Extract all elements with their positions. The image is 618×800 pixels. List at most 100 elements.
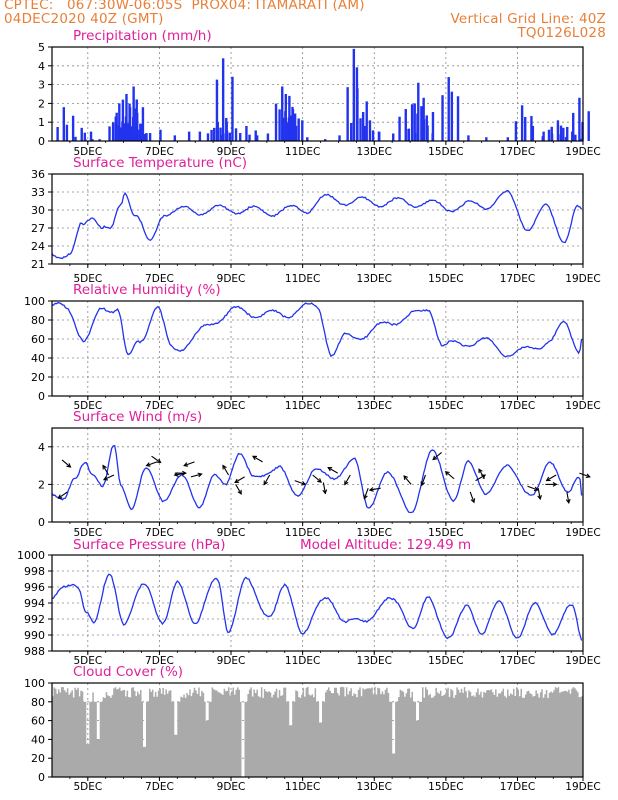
wind-arrowhead <box>252 455 258 461</box>
wind-vector <box>151 455 161 463</box>
x-tick-label: 9DEC <box>217 655 246 667</box>
precip-bar <box>506 137 510 141</box>
y-tick-label: 0 <box>38 390 45 403</box>
precip-bar <box>133 133 136 141</box>
y-tick-label: 80 <box>31 696 45 709</box>
wind-arrowhead <box>344 480 349 486</box>
wind-arrowhead <box>368 487 374 492</box>
wind-title: Surface Wind (m/s) <box>73 409 203 425</box>
wind-vector <box>344 474 351 485</box>
precip-bar <box>206 133 210 141</box>
precip-bar <box>441 95 444 141</box>
precip-bar <box>234 128 238 141</box>
y-tick-label: 3 <box>38 79 45 92</box>
header-grid-note: Vertical Grid Line: 40Z <box>450 11 606 27</box>
y-tick-label: 24 <box>31 240 45 253</box>
precip-bar <box>91 139 94 141</box>
y-tick-label: 80 <box>31 314 45 327</box>
wind-arrowhead <box>420 481 426 487</box>
precip-bar <box>556 120 560 141</box>
y-tick-label: 4 <box>38 60 45 73</box>
wind-vector <box>235 484 242 495</box>
wind-arrowhead <box>301 481 307 486</box>
precip-bar <box>294 125 298 141</box>
precip-bar <box>108 126 111 141</box>
y-tick-label: 60 <box>31 715 45 728</box>
wind-vector <box>537 488 541 500</box>
precip-bar <box>118 103 121 141</box>
model-altitude: Model Altitude: 129.49 m <box>300 537 472 553</box>
precip-bar <box>119 127 122 141</box>
x-tick-label: 11DEC <box>285 400 320 412</box>
wind-vector <box>478 468 486 480</box>
precip-bar <box>407 129 410 141</box>
wind-vector <box>190 473 202 478</box>
precip-bar <box>98 139 101 141</box>
precip-bar <box>136 112 139 141</box>
pressure-line <box>51 573 583 641</box>
x-tick-label: 17DEC <box>500 146 535 158</box>
wind-vector <box>252 455 263 463</box>
x-tick-label: 5DEC <box>73 400 102 412</box>
precip-bar <box>219 127 222 141</box>
wind-vector <box>566 491 570 503</box>
wind-arrowhead <box>533 486 539 492</box>
x-tick-label: 17DEC <box>500 655 535 667</box>
precip-bar <box>541 136 544 141</box>
precip-bar <box>89 131 93 141</box>
x-tick-label: 7DEC <box>145 273 174 285</box>
precip-bar <box>572 112 575 141</box>
cloud-cover-bars <box>52 686 584 777</box>
y-tick-label: 100 <box>24 295 45 308</box>
wind-arrowhead <box>102 464 107 470</box>
precip-bar <box>278 109 281 141</box>
precip-bar <box>371 130 375 141</box>
x-tick-label: 13DEC <box>357 527 392 539</box>
precip-bar <box>65 124 69 141</box>
x-tick-label: 9DEC <box>217 527 246 539</box>
x-tick-label: 11DEC <box>285 146 320 158</box>
y-tick-label: 4 <box>38 441 45 454</box>
precip-bar <box>71 115 75 141</box>
wind-arrowhead <box>327 467 333 472</box>
y-tick-label: 2 <box>38 97 45 110</box>
precip-bar <box>225 122 228 141</box>
precip-bar <box>531 125 535 141</box>
wind-vector <box>312 474 322 483</box>
panel-border <box>51 554 584 652</box>
precip-bar <box>574 134 577 141</box>
precip-bar <box>126 123 129 141</box>
wind-vector <box>579 472 590 478</box>
wind-arrowhead <box>183 462 189 467</box>
precip-bar <box>447 77 450 141</box>
precip-bar <box>125 94 128 141</box>
y-tick-label: 60 <box>31 333 45 346</box>
precip-bar <box>362 129 365 141</box>
precip-bar <box>365 101 368 141</box>
y-tick-label: 5 <box>38 41 45 54</box>
x-tick-label: 13DEC <box>357 146 392 158</box>
precip-bar <box>361 111 365 141</box>
precip-bar <box>306 137 309 141</box>
precip-bar <box>221 58 225 141</box>
wind-vector <box>527 485 539 491</box>
wind-vector <box>103 474 115 481</box>
wind-vector <box>369 487 381 491</box>
x-tick-label: 17DEC <box>500 781 535 793</box>
wind-speed-line <box>51 444 583 514</box>
y-tick-label: 40 <box>31 352 45 365</box>
x-tick-label: 15DEC <box>428 655 463 667</box>
precip-bar <box>148 133 152 141</box>
wind-arrowhead <box>66 463 72 468</box>
precip-bar <box>416 113 419 141</box>
x-tick-label: 15DEC <box>428 146 463 158</box>
precip-title: Precipitation (mm/h) <box>73 28 212 44</box>
x-tick-label: 15DEC <box>428 273 463 285</box>
precip-bar <box>346 87 349 141</box>
precip-bar <box>80 127 83 141</box>
precip-bar <box>550 126 553 141</box>
humidity-line <box>51 302 583 358</box>
precip-bar <box>297 118 300 141</box>
precip-bar <box>281 117 285 141</box>
